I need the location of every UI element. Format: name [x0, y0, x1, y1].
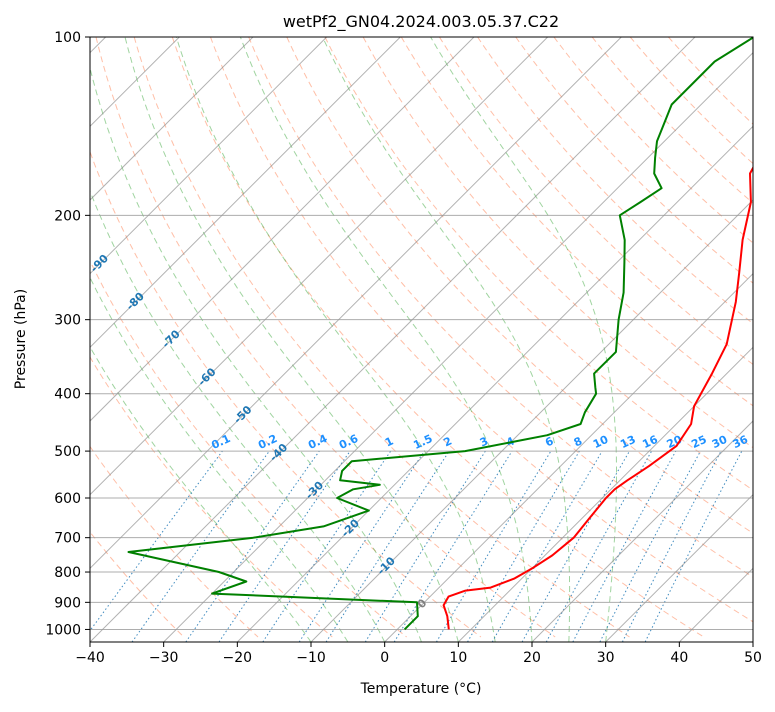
- x-tick-label: −10: [296, 650, 326, 666]
- x-tick-label: 20: [523, 650, 541, 666]
- y-tick-label: 500: [54, 444, 81, 460]
- chart-title: wetPf2_GN04.2024.003.05.37.C22: [283, 12, 559, 32]
- y-tick-label: 600: [54, 491, 81, 507]
- y-tick-label: 400: [54, 387, 81, 403]
- x-tick-label: 50: [744, 650, 762, 666]
- y-axis-label: Pressure (hPa): [13, 289, 29, 389]
- y-tick-label: 1000: [45, 622, 81, 638]
- x-axis-label: Temperature (°C): [360, 681, 482, 697]
- y-tick-label: 300: [54, 313, 81, 329]
- x-tick-label: −30: [149, 650, 179, 666]
- x-tick-label: −40: [75, 650, 105, 666]
- x-tick-label: 40: [670, 650, 688, 666]
- x-tick-label: 10: [449, 650, 467, 666]
- x-tick-label: 30: [597, 650, 615, 666]
- x-tick-label: −20: [223, 650, 253, 666]
- x-tick-label: 0: [380, 650, 389, 666]
- y-tick-label: 100: [54, 30, 81, 46]
- y-tick-label: 900: [54, 595, 81, 611]
- y-tick-label: 800: [54, 565, 81, 581]
- y-tick-label: 200: [54, 208, 81, 224]
- y-tick-label: 700: [54, 531, 81, 547]
